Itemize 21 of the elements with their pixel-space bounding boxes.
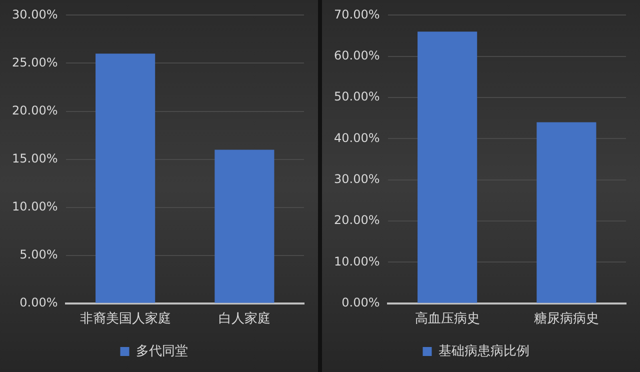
y-tick-label: 5.00%	[20, 247, 58, 262]
x-tick-label: 糖尿病病史	[534, 312, 599, 327]
y-tick-label: 25.00%	[12, 55, 58, 70]
y-tick-label: 20.00%	[12, 103, 58, 118]
y-tick-label: 10.00%	[334, 254, 380, 268]
x-tick-label: 白人家庭	[218, 310, 270, 327]
y-tick-label: 0.00%	[20, 296, 58, 310]
y-tick-label: 40.00%	[334, 130, 380, 145]
y-tick-label: 70.00%	[334, 7, 380, 22]
legend-label: 基础病患病比例	[438, 344, 530, 359]
y-tick-label: 60.00%	[334, 48, 380, 62]
y-tick-label: 15.00%	[12, 151, 58, 166]
x-tick-label: 非裔美国人家庭	[80, 310, 171, 327]
y-tick-label: 50.00%	[334, 90, 380, 104]
y-tick-label: 30.00%	[334, 172, 380, 186]
y-tick-label: 0.00%	[342, 296, 380, 310]
y-tick-label: 20.00%	[334, 213, 380, 228]
y-tick-label: 30.00%	[12, 7, 58, 22]
y-tick-label: 10.00%	[12, 199, 58, 214]
x-tick-label: 高血压病史	[414, 310, 480, 327]
legend-label: 多代同堂	[136, 344, 188, 359]
